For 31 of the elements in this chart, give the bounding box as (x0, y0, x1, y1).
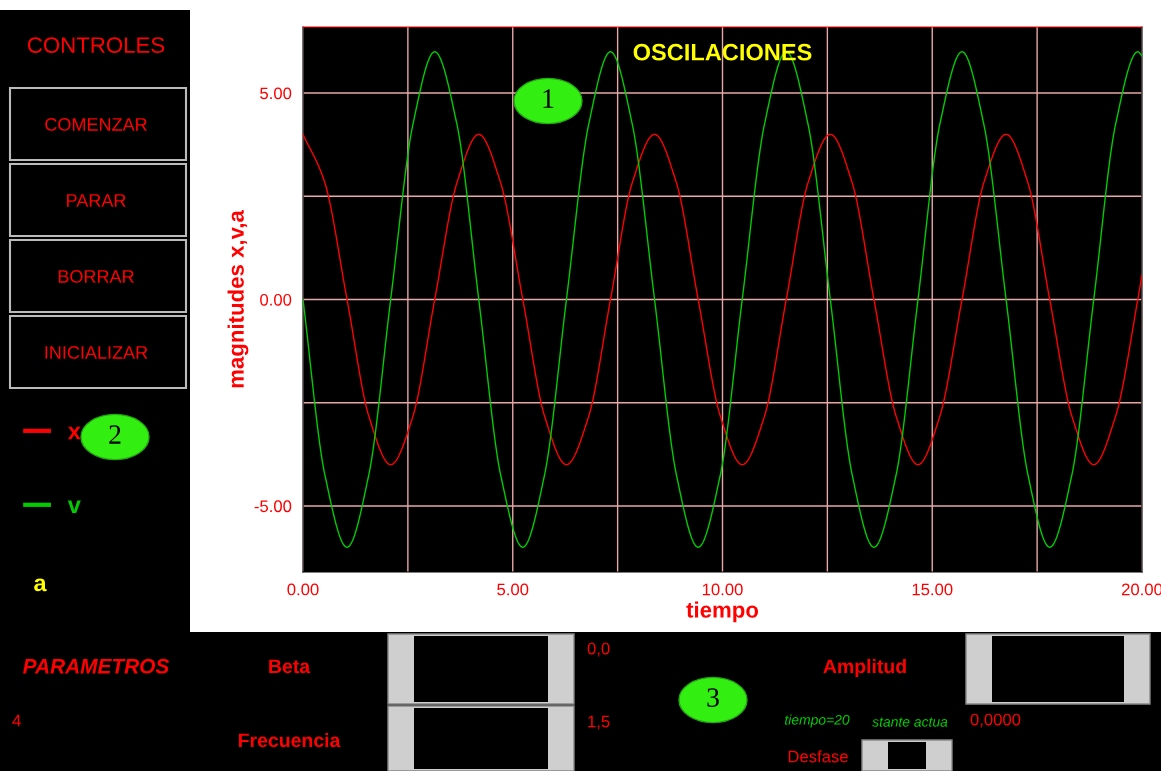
y-tick-label: -5.00 (254, 500, 292, 513)
text: Frecuencia (238, 732, 341, 748)
legend-label: x (67, 426, 81, 440)
x-tick-label: 10.00 (702, 583, 743, 596)
text: 2 (109, 425, 121, 444)
text: 0,0000 (970, 713, 1021, 728)
text: CONTROLES (27, 37, 165, 53)
x-axis-title: tiempo (686, 601, 759, 623)
text: stante actua (872, 717, 948, 727)
text: Beta (269, 659, 311, 674)
text: Desfase (788, 750, 848, 763)
annotation: 1 (543, 89, 554, 108)
text: PARAR (67, 194, 126, 207)
y-tick-label: 5.00 (260, 87, 292, 100)
text: COMENZAR (45, 118, 147, 131)
text: a (34, 578, 47, 592)
legend-label: v (67, 500, 81, 514)
y-tick-label: 0.00 (260, 293, 292, 306)
text: Amplitud (823, 658, 906, 678)
text: BORRAR (58, 270, 134, 283)
text: INICIALIZAR (45, 346, 148, 359)
text: PARAMETROS (23, 658, 170, 674)
text: 4 (12, 714, 21, 727)
text: 0,0 (587, 642, 610, 657)
x-tick-label: 15.00 (912, 583, 953, 596)
y-axis-title: magnitudes x,v,a (227, 210, 249, 388)
x-tick-label: 5.00 (497, 583, 529, 596)
text: 3 (707, 688, 719, 707)
text: tiempo=20 (785, 714, 850, 728)
text: 1,5 (588, 715, 610, 730)
x-tick-label: 0.00 (287, 583, 319, 596)
